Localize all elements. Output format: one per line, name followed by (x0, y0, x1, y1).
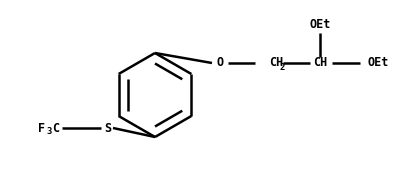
Text: F: F (38, 121, 45, 134)
Text: 2: 2 (280, 63, 285, 72)
Text: CH: CH (313, 57, 327, 70)
Text: 3: 3 (46, 128, 51, 136)
Text: OEt: OEt (309, 19, 331, 31)
Text: OEt: OEt (367, 57, 388, 70)
Text: CH: CH (269, 57, 283, 70)
Text: S: S (104, 121, 112, 134)
Text: O: O (216, 57, 224, 70)
Text: C: C (52, 121, 59, 134)
